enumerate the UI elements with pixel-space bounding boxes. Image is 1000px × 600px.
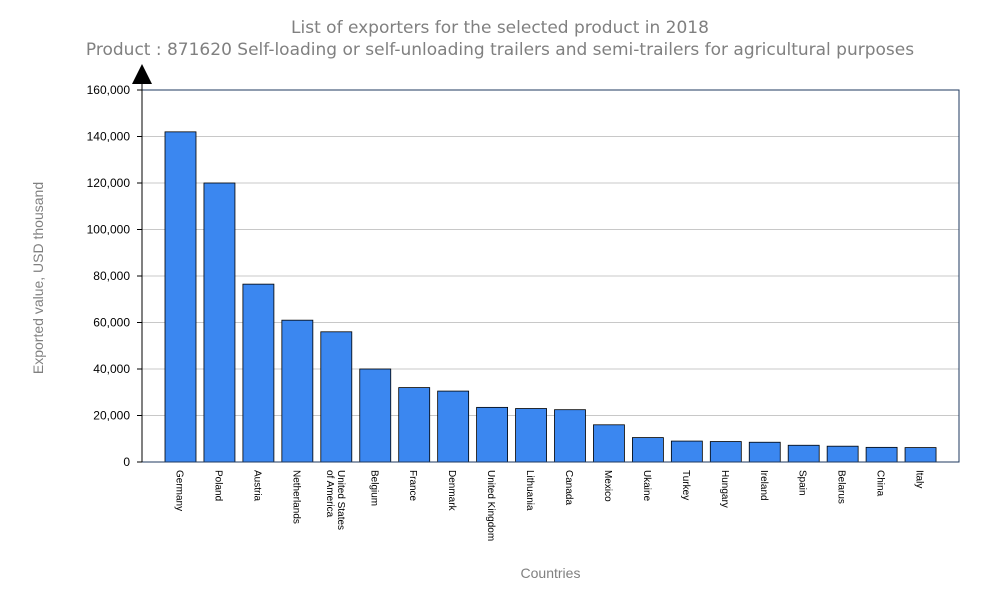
bar <box>281 319 314 463</box>
x-tick-label-line: Netherlands <box>290 470 301 524</box>
x-tick-label: Netherlands <box>290 470 301 524</box>
y-axis-arrow-icon <box>132 64 152 84</box>
bar <box>398 387 431 463</box>
x-tick-label-line: Belgium <box>368 470 379 506</box>
x-tick-label-line: Ireland <box>758 470 769 501</box>
x-tick-label: Ukaine <box>641 470 652 502</box>
x-tick-label-line: Ukaine <box>641 470 652 502</box>
x-tick-label: United Kingdom <box>485 470 496 541</box>
chart-subtitle: Product : 871620 Self-loading or self-un… <box>85 40 915 60</box>
y-tick-label: 60,000 <box>93 316 130 330</box>
bar <box>320 331 353 463</box>
y-tick-label: 80,000 <box>93 269 130 283</box>
x-tick-label-line: Belarus <box>836 470 847 504</box>
x-tick-label-line: United Kingdom <box>485 470 496 541</box>
y-tick-label: 120,000 <box>87 176 131 190</box>
x-tick-label: Italy <box>914 470 925 488</box>
x-tick-label: France <box>407 470 418 502</box>
bar <box>593 424 625 463</box>
bar <box>904 447 937 463</box>
y-tick-label: 160,000 <box>87 83 131 97</box>
x-tick-label-line: Italy <box>914 470 925 488</box>
bar <box>437 390 470 463</box>
x-tick-label-line: France <box>407 470 418 502</box>
y-tick-label: 20,000 <box>93 409 130 423</box>
x-tick-label: Hungary <box>719 470 730 508</box>
x-tick-label: Canada <box>563 470 574 505</box>
x-tick-label-line: Turkey <box>680 470 691 500</box>
x-tick-label-line: Hungary <box>719 470 730 508</box>
bar <box>632 437 664 463</box>
x-tick-label: Germany <box>174 470 185 511</box>
x-tick-label-line: Poland <box>212 470 223 501</box>
bar <box>787 444 820 463</box>
x-tick-label: Mexico <box>602 470 613 502</box>
chart-title: List of exporters for the selected produ… <box>291 18 709 38</box>
bar <box>203 182 236 463</box>
x-tick-label-line: Canada <box>563 470 574 505</box>
bar <box>242 283 275 463</box>
y-tick-label: 100,000 <box>87 223 131 237</box>
bar <box>748 441 781 463</box>
x-tick-label-line: China <box>875 470 886 497</box>
bar <box>164 131 197 463</box>
bar <box>359 368 392 463</box>
bar <box>554 409 586 463</box>
axes <box>132 64 152 462</box>
x-tick-label: Poland <box>212 470 223 501</box>
bar <box>670 440 703 463</box>
x-tick-label-line: Lithuania <box>524 470 535 511</box>
y-axis-title: Exported value, USD thousand <box>30 182 46 374</box>
y-tick-label: 40,000 <box>93 362 130 376</box>
x-tick-label: Ireland <box>758 470 769 501</box>
grid-lines <box>142 136 959 416</box>
bar <box>865 446 898 463</box>
y-tick-label: 0 <box>123 455 130 469</box>
x-tick-label-line: Denmark <box>446 470 457 512</box>
x-tick-label: Lithuania <box>524 470 535 511</box>
x-tick-label-line: Spain <box>797 470 808 496</box>
bar <box>709 441 742 463</box>
x-tick-label: China <box>875 470 886 497</box>
bar <box>515 408 547 463</box>
x-tick-labels: Germany Poland Austria Netherlands United St… <box>174 470 925 541</box>
x-tick-label-line: Austria <box>251 470 262 502</box>
x-tick-label: Denmark <box>446 470 457 512</box>
bar <box>476 406 509 463</box>
bars <box>164 131 937 463</box>
x-tick-label: Turkey <box>680 470 691 500</box>
y-tick-label: 140,000 <box>87 130 131 144</box>
x-tick-label: Belarus <box>836 470 847 504</box>
x-tick-label: Belgium <box>368 470 379 506</box>
x-tick-label-line: United States <box>335 470 346 530</box>
bar <box>826 445 859 463</box>
x-tick-label: Austria <box>251 470 262 502</box>
x-tick-label-line: Mexico <box>602 470 613 502</box>
x-tick-label-line: Germany <box>174 470 185 511</box>
x-tick-label-line: of America <box>324 470 335 518</box>
y-tick-labels: 0 20,000 40,000 60,000 80,000 100,000 120,000 1… <box>87 83 142 469</box>
x-axis-title: Countries <box>521 565 581 581</box>
x-tick-label: Spain <box>797 470 808 496</box>
